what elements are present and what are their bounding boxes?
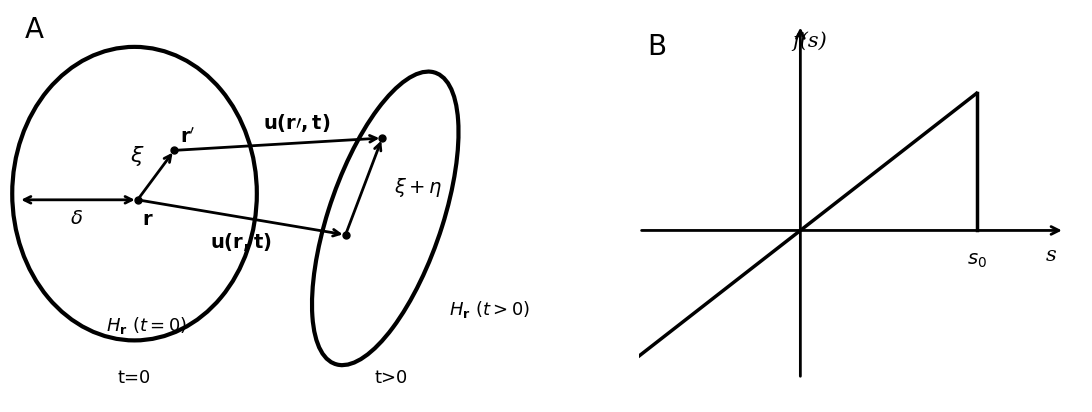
Text: $s_0$: $s_0$: [966, 251, 986, 270]
Text: $\delta$: $\delta$: [70, 209, 83, 228]
Text: $\xi+\eta$: $\xi+\eta$: [394, 176, 443, 199]
Text: f(s): f(s): [792, 31, 827, 51]
Text: $\mathbf{u(r,t)}$: $\mathbf{u(r,t)}$: [211, 231, 273, 253]
Text: s: s: [1046, 246, 1057, 265]
Text: $\mathbf{r}$: $\mathbf{r}$: [142, 210, 154, 229]
Text: B: B: [648, 33, 667, 61]
Text: t>0: t>0: [375, 369, 408, 387]
Text: A: A: [24, 16, 44, 44]
Text: $\xi$: $\xi$: [130, 144, 145, 168]
Text: $\mathbf{r'}$: $\mathbf{r'}$: [180, 126, 195, 146]
Text: t=0: t=0: [118, 369, 151, 387]
Text: $H_\mathbf{r}\ (t{=}0)$: $H_\mathbf{r}\ (t{=}0)$: [106, 315, 188, 336]
Text: $H_\mathbf{r}\ (t{>}0)$: $H_\mathbf{r}\ (t{>}0)$: [450, 299, 531, 320]
Text: $\mathbf{u(r\prime,t)}$: $\mathbf{u(r\prime,t)}$: [263, 112, 331, 134]
